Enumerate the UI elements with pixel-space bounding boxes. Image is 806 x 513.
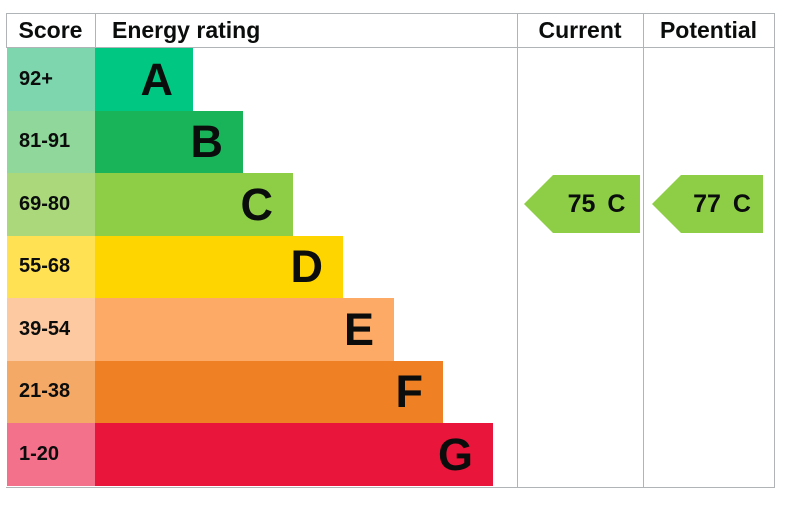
band-g-score-range: 1-20 bbox=[7, 423, 95, 486]
band-letter: G bbox=[437, 428, 473, 480]
current-rating-value: 75 bbox=[567, 189, 596, 218]
potential-column-header: Potential bbox=[659, 16, 758, 43]
potential-rating-arrow: 77 C bbox=[652, 175, 763, 233]
band-a-score-range: 92+ bbox=[7, 48, 95, 111]
band-row-d: 55-68 D bbox=[7, 235, 343, 298]
current-rating-grade: C bbox=[607, 189, 626, 218]
score-range-label: 92+ bbox=[19, 67, 53, 90]
band-row-a: 92+ A bbox=[7, 48, 193, 111]
band-d-bar: D bbox=[95, 235, 343, 298]
band-c-bar: C bbox=[95, 173, 293, 236]
band-row-e: 39-54 E bbox=[7, 298, 394, 361]
band-e-bar: E bbox=[95, 298, 394, 361]
table-bottom-border bbox=[6, 487, 775, 488]
band-letter: E bbox=[343, 303, 374, 355]
band-c-score-range: 69-80 bbox=[7, 173, 95, 236]
energy-rating-column-header: Energy rating bbox=[112, 16, 261, 43]
header-bottom-border bbox=[6, 47, 775, 48]
table-right-border bbox=[774, 13, 775, 488]
band-letter: A bbox=[140, 53, 174, 105]
table-top-border bbox=[6, 13, 775, 14]
band-letter: F bbox=[395, 366, 424, 418]
potential-rating-value: 77 bbox=[693, 189, 721, 218]
band-g-bar: G bbox=[95, 423, 493, 486]
band-b-score-range: 81-91 bbox=[7, 110, 95, 173]
current-rating-arrow: 75 C bbox=[524, 175, 640, 233]
band-letter: D bbox=[290, 241, 324, 293]
score-range-label: 21-38 bbox=[19, 380, 71, 403]
score-column-header: Score bbox=[18, 16, 83, 43]
score-range-label: 69-80 bbox=[19, 192, 71, 215]
band-row-c: 69-80 C bbox=[7, 173, 293, 236]
score-range-label: 1-20 bbox=[19, 442, 60, 465]
score-range-label: 55-68 bbox=[19, 255, 71, 278]
current-column-left-border bbox=[517, 13, 518, 488]
band-row-g: 1-20 G bbox=[7, 423, 493, 486]
header-left-border bbox=[6, 13, 7, 48]
score-range-label: 39-54 bbox=[19, 317, 71, 340]
band-e-score-range: 39-54 bbox=[7, 298, 95, 361]
band-b-bar: B bbox=[95, 110, 243, 173]
band-letter: C bbox=[240, 178, 274, 230]
current-column-header: Current bbox=[538, 16, 622, 43]
band-f-score-range: 21-38 bbox=[7, 360, 95, 423]
score-column-divider bbox=[95, 13, 96, 48]
score-range-label: 81-91 bbox=[19, 130, 71, 153]
band-f-bar: F bbox=[95, 360, 443, 423]
potential-rating-grade: C bbox=[732, 189, 751, 218]
band-row-f: 21-38 F bbox=[7, 360, 443, 423]
band-d-score-range: 55-68 bbox=[7, 235, 95, 298]
band-a-bar: A bbox=[95, 48, 193, 111]
band-row-b: 81-91 B bbox=[7, 110, 243, 173]
band-letter: B bbox=[190, 116, 224, 168]
potential-column-left-border bbox=[643, 13, 644, 488]
